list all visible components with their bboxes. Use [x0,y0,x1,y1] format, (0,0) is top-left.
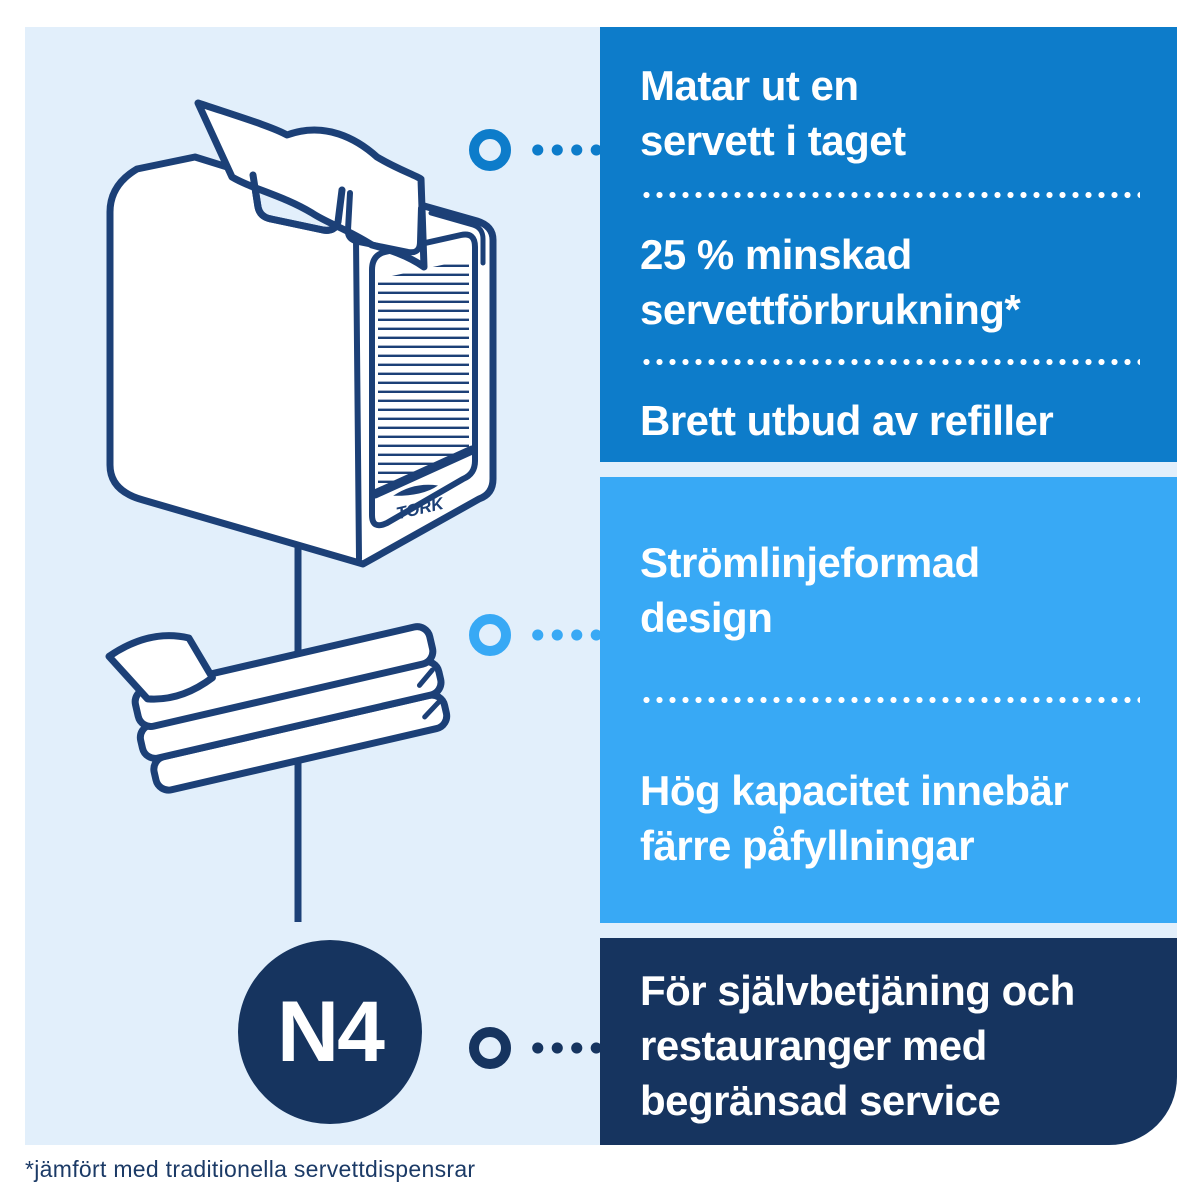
napkin-flipped-corner [105,632,216,703]
dispenser-illustration: TORK [105,99,497,922]
napkin-sheet [194,99,428,271]
dotted-divider [640,359,1140,365]
connector-2 [469,614,606,656]
connector-ring-icon [469,129,511,171]
feature-text: För självbetjäning och restauranger med … [640,963,1140,1128]
connector-ring-icon [469,614,511,656]
feature-line: 25 % minskad [640,231,912,278]
feature-line: design [640,594,773,641]
dispenser-front-edge [353,236,362,562]
feature-line: Hög kapacitet innebär [640,767,1069,814]
feature-line: Strömlinjeformad [640,539,980,586]
feature-text: Brett utbud av refiller [640,393,1140,448]
feature-line: servett i taget [640,117,906,164]
dispenser-notch [249,171,346,234]
napkin-stack [105,623,451,794]
panel-secondary-features: Strömlinjeformad design Hög kapacitet in… [600,477,1177,923]
panel-primary-features: Matar ut en servett i taget 25 % minskad… [600,27,1177,462]
feature-line: servettförbrukning* [640,286,1021,333]
panel-usage: För självbetjäning och restauranger med … [600,938,1177,1145]
dotted-divider [640,697,1140,703]
connector-1 [469,129,606,171]
dispenser-rim-inner [428,210,486,266]
feature-line: begränsad service [640,1077,1001,1124]
feature-line: För självbetjäning och [640,967,1075,1014]
connector-dots-icon [528,629,606,641]
feature-text: Strömlinjeformad design [640,535,1140,645]
connector-dots-icon [528,144,606,156]
feature-text: Hög kapacitet innebär färre påfyllningar [640,763,1140,873]
dispenser-panel-band [370,445,477,499]
tork-swoosh [393,484,439,496]
connector-3 [469,1027,606,1069]
connector-ring-icon [469,1027,511,1069]
footnote: *jämfört med traditionella servettdispen… [25,1156,476,1182]
connector-dots-icon [528,1042,606,1054]
dispenser-slot [344,190,424,256]
dotted-divider [640,192,1140,198]
system-badge-label: N4 [277,983,385,1080]
feature-text: Matar ut en servett i taget [640,58,1140,168]
system-badge-n4: N4 [238,940,422,1124]
feature-line: Brett utbud av refiller [640,397,1054,444]
feature-line: Matar ut en [640,62,859,109]
feature-text: 25 % minskad servettförbrukning* [640,227,1140,337]
napkin-fold-marks [416,667,443,720]
dispenser-louver-stripes [378,259,469,497]
feature-line: restauranger med [640,1022,987,1069]
feature-line: färre påfyllningar [640,822,975,869]
